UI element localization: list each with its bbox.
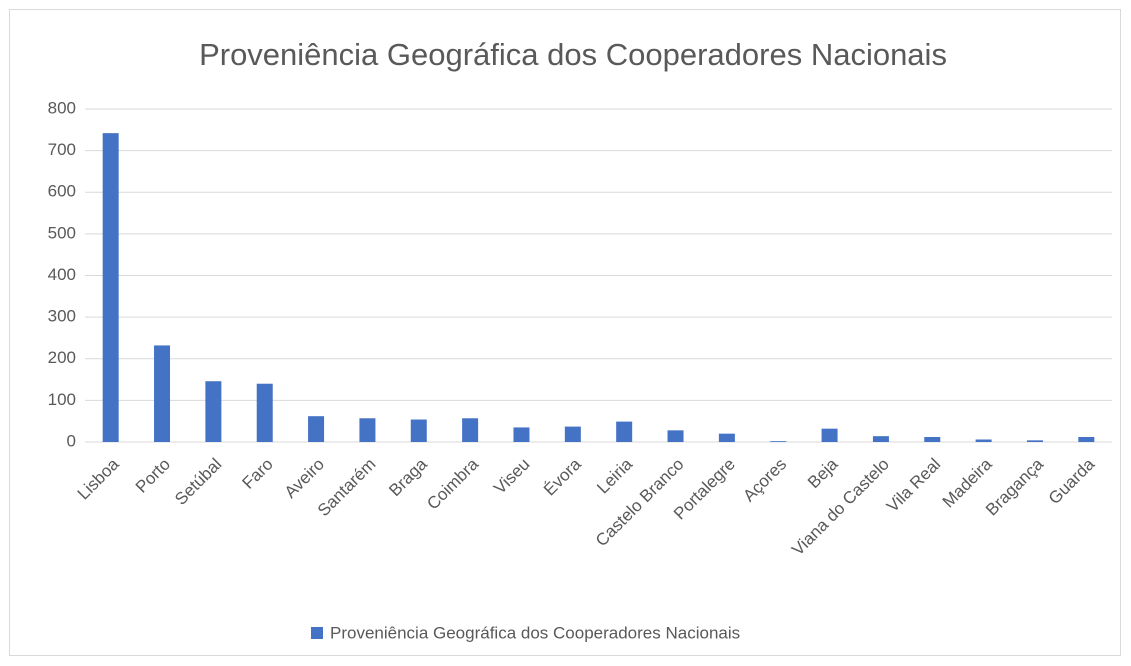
y-tick-label: 400 xyxy=(48,265,76,284)
bar xyxy=(821,428,838,442)
bar xyxy=(667,430,684,442)
bar xyxy=(154,345,171,442)
legend-swatch xyxy=(311,627,323,639)
y-tick-label: 500 xyxy=(48,223,76,242)
bar xyxy=(256,383,273,442)
y-tick-label: 600 xyxy=(48,182,76,201)
y-tick-label: 800 xyxy=(48,98,76,117)
bar xyxy=(616,421,633,442)
bar xyxy=(872,436,889,442)
y-tick-label: 100 xyxy=(48,390,76,409)
bar xyxy=(924,437,941,442)
y-tick-label: 0 xyxy=(67,431,76,450)
bar xyxy=(359,418,376,442)
bar xyxy=(308,416,325,442)
bar xyxy=(564,426,581,442)
legend-label: Proveniência Geográfica dos Cooperadores… xyxy=(330,623,740,642)
bar xyxy=(410,419,427,442)
chart-border xyxy=(9,9,1121,656)
bar xyxy=(513,427,530,442)
chart-title: Proveniência Geográfica dos Cooperadores… xyxy=(199,37,947,72)
y-tick-label: 700 xyxy=(48,140,76,159)
bar xyxy=(1078,437,1095,442)
y-tick-label: 300 xyxy=(48,307,76,326)
bar xyxy=(770,441,787,442)
bar xyxy=(1026,440,1043,442)
bar xyxy=(718,433,735,442)
bar xyxy=(205,381,222,442)
y-tick-label: 200 xyxy=(48,348,76,367)
bar xyxy=(462,418,479,442)
bar xyxy=(102,133,119,442)
bar xyxy=(975,439,992,442)
